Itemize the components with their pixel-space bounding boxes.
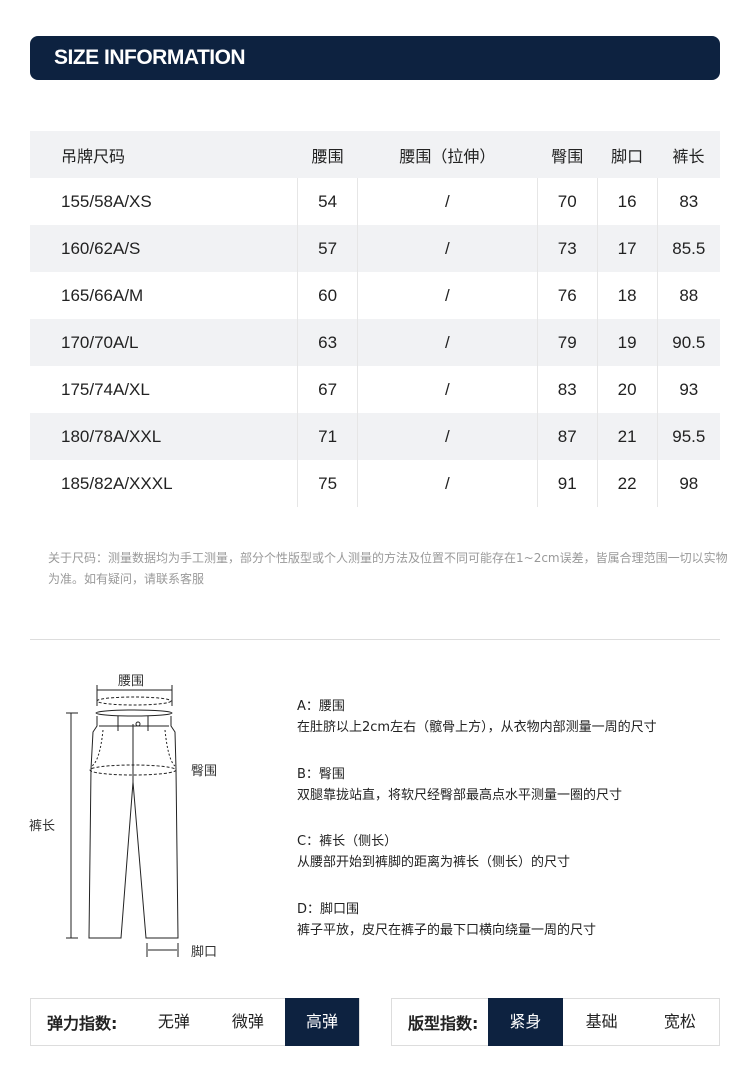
table-row: 170/70A/L 63/79 19 90.5 xyxy=(30,319,720,366)
table-cell: 16 xyxy=(596,178,658,225)
table-cell: 73 xyxy=(536,225,598,272)
hip-label: 臀围 xyxy=(191,764,218,779)
measure-text: 在肚脐以上2cm左右（髋骨上方），从衣物内部测量一周的尺寸 xyxy=(297,720,657,735)
table-row: 160/62A/S 57/73 17 85.5 xyxy=(30,225,720,272)
table-cell: 85.5 xyxy=(656,225,720,272)
table-cell: / xyxy=(357,225,538,272)
measure-text: 从腰部开始到裤脚的距离为裤长（侧长）的尺寸 xyxy=(297,855,571,870)
elasticity-index: 弹力指数: 无弹 微弹 高弹 xyxy=(30,998,360,1046)
table-row: 155/58A/XS 54/70 16 83 xyxy=(30,178,720,225)
table-cell: 160/62A/S xyxy=(30,225,298,272)
table-cell: 17 xyxy=(596,225,658,272)
table-cell: 22 xyxy=(596,460,658,507)
col-header: 腰围（拉伸） xyxy=(357,131,538,178)
table-cell: 95.5 xyxy=(656,413,720,460)
table-cell: 91 xyxy=(536,460,598,507)
fit-index: 版型指数: 紧身 基础 宽松 xyxy=(391,998,720,1046)
fit-label: 版型指数: xyxy=(408,1014,479,1033)
table-cell: / xyxy=(357,319,538,366)
col-header: 吊牌尺码 xyxy=(30,131,298,178)
table-cell: 63 xyxy=(297,319,358,366)
elasticity-option-selected: 高弹 xyxy=(284,998,359,1046)
table-row: 185/82A/XXXL 75/91 22 98 xyxy=(30,460,720,507)
table-cell: 98 xyxy=(656,460,720,507)
table-row: 175/74A/XL 67/83 20 93 xyxy=(30,366,720,413)
fit-option-selected: 紧身 xyxy=(488,998,563,1046)
table-cell: 175/74A/XL xyxy=(61,379,150,399)
measure-text: 裤子平放，皮尺在裤子的最下口横向绕量一周的尺寸 xyxy=(297,923,597,938)
measure-length: C：裤长（侧长） 从腰部开始到裤脚的距离为裤长（侧长）的尺寸 xyxy=(297,831,570,873)
table-cell: 76 xyxy=(536,272,598,319)
fit-option: 宽松 xyxy=(663,1012,696,1031)
table-cell: 93 xyxy=(656,366,720,413)
table-cell: 87 xyxy=(536,413,598,460)
table-cell: 170/70A/L xyxy=(30,319,298,366)
table-row: 165/66A/M 60/76 18 88 xyxy=(30,272,720,319)
measure-title: D：脚口围 xyxy=(297,902,360,917)
size-info-banner: SIZE INFORMATION xyxy=(30,36,720,80)
table-cell: 18 xyxy=(596,272,658,319)
table-cell: 19 xyxy=(596,319,658,366)
divider xyxy=(30,639,720,640)
table-cell: 60 xyxy=(297,272,358,319)
table-cell: 54 xyxy=(297,178,358,225)
table-cell: / xyxy=(357,460,538,507)
elasticity-option: 微弹 xyxy=(231,1012,264,1031)
table-cell: 180/78A/XXL xyxy=(30,413,298,460)
table-cell: 79 xyxy=(536,319,598,366)
col-header: 臀围 xyxy=(537,131,598,178)
table-cell: / xyxy=(357,272,538,319)
table-cell: / xyxy=(357,366,538,413)
table-cell: 165/66A/M xyxy=(61,285,144,305)
measure-title: A：腰围 xyxy=(297,699,345,714)
table-cell: 88 xyxy=(656,272,720,319)
table-cell: 20 xyxy=(596,366,658,413)
col-header: 脚口 xyxy=(597,131,658,178)
table-cell: / xyxy=(357,413,538,460)
table-cell: 67 xyxy=(297,366,358,413)
table-cell: 75 xyxy=(297,460,358,507)
table-cell: 155/58A/XS xyxy=(61,191,152,211)
table-cell: 21 xyxy=(596,413,658,460)
table-row: 180/78A/XXL 71/87 21 95.5 xyxy=(30,413,720,460)
elasticity-option: 无弹 xyxy=(157,1012,190,1031)
size-note: 关于尺码：测量数据均为手工测量，部分个性版型或个人测量的方法及位置不同可能存在1… xyxy=(48,551,728,586)
size-table: 吊牌尺码 腰围 腰围（拉伸） 臀围 脚口 裤长 155/58A/XS 54/70 1… xyxy=(30,131,720,507)
hem-label: 脚口 xyxy=(191,945,218,960)
measure-waist: A：腰围在肚脐以上2cm左右（髋骨上方），从衣物内部测量一周的尺寸 xyxy=(297,696,657,738)
measure-title: C：裤长（侧长） xyxy=(297,834,398,849)
fit-option: 基础 xyxy=(585,1012,618,1031)
table-cell: 83 xyxy=(656,178,720,225)
measure-hem: D：脚口围裤子平放，皮尺在裤子的最下口横向绕量一周的尺寸 xyxy=(297,899,596,941)
col-header: 腰围 xyxy=(297,131,358,178)
table-header: 吊牌尺码 腰围 腰围（拉伸） 臀围 脚口 裤长 xyxy=(30,131,720,178)
elasticity-label: 弹力指数: xyxy=(47,1014,118,1033)
table-cell: 57 xyxy=(297,225,358,272)
waist-label: 腰围 xyxy=(118,674,145,689)
table-cell: 71 xyxy=(297,413,358,460)
table-cell: 70 xyxy=(536,178,598,225)
measure-hip: B：臀围双腿靠拢站直，将软尺经臀部最高点水平测量一圈的尺寸 xyxy=(297,764,622,806)
measure-title: B：臀围 xyxy=(297,767,345,782)
pants-diagram xyxy=(66,685,179,957)
table-cell: / xyxy=(357,178,538,225)
table-cell: 90.5 xyxy=(656,319,720,366)
length-label: 裤长 xyxy=(29,819,56,834)
table-cell: 185/82A/XXXL xyxy=(61,473,173,493)
measure-text: 双腿靠拢站直，将软尺经臀部最高点水平测量一圈的尺寸 xyxy=(297,788,623,803)
col-header: 裤长 xyxy=(657,131,720,178)
table-cell: 83 xyxy=(536,366,598,413)
